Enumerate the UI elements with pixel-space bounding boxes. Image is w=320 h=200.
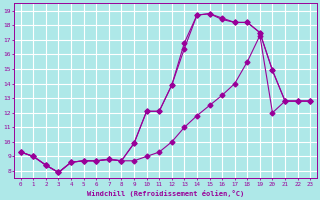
X-axis label: Windchill (Refroidissement éolien,°C): Windchill (Refroidissement éolien,°C) bbox=[87, 190, 244, 197]
